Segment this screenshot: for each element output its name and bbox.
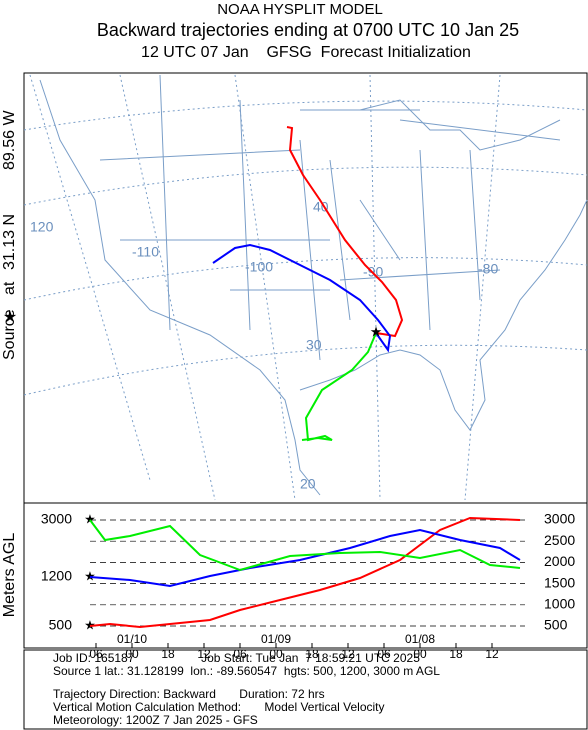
date-label: 01/09 bbox=[261, 632, 291, 646]
side-label: Source ★ at 31.13 N 89.56 W bbox=[1, 110, 18, 360]
height-frame bbox=[23, 502, 588, 649]
height-red bbox=[89, 516, 521, 629]
time-tick-label: 06 bbox=[377, 647, 391, 661]
time-tick-label: 12 bbox=[485, 647, 499, 661]
time-tick-label: 00 bbox=[269, 647, 283, 661]
info-box: Job ID: 165187 Job Start: Tue Jan 7 18:5… bbox=[53, 651, 440, 727]
info-frame bbox=[23, 649, 588, 730]
map-label: -100 bbox=[245, 259, 273, 275]
side-lat: 31.13 N bbox=[1, 214, 18, 270]
basemap bbox=[23, 74, 588, 501]
title: NOAA HYSPLIT MODEL bbox=[217, 1, 383, 18]
map-label: 20 bbox=[300, 476, 316, 492]
time-tick-label: 06 bbox=[233, 647, 247, 661]
time-tick-label: 18 bbox=[305, 647, 319, 661]
side-source: Source bbox=[1, 309, 18, 360]
info-line: Job ID: 165187 Job Start: Tue Jan 7 18:5… bbox=[53, 651, 420, 665]
date-label: 01/08 bbox=[405, 632, 435, 646]
side-at: at bbox=[1, 281, 18, 295]
map-label: -110 bbox=[132, 244, 159, 260]
right-tick-label: 2500 bbox=[544, 532, 575, 548]
map-label: -80 bbox=[478, 261, 498, 277]
subtitle: Backward trajectories ending at 0700 UTC… bbox=[97, 20, 519, 40]
info-line: Trajectory Direction: Backward Duration:… bbox=[53, 687, 325, 701]
map-labels: 120 -110 -100 40 -90 -80 30 20 bbox=[30, 199, 498, 492]
info-line: Source 1 lat.: 31.128199 lon.: -89.56054… bbox=[53, 664, 440, 678]
time-tick-label: 12 bbox=[341, 647, 355, 661]
time-tick-label: 00 bbox=[125, 647, 139, 661]
map-label: 120 bbox=[30, 219, 54, 235]
date-label: 01/10 bbox=[117, 632, 147, 646]
lon-lines bbox=[29, 74, 501, 501]
coastline bbox=[39, 79, 588, 496]
source-star: ★ bbox=[370, 324, 383, 340]
right-tick-label: 1500 bbox=[544, 574, 575, 590]
traj-red bbox=[286, 126, 404, 338]
time-tick-label: 18 bbox=[161, 647, 175, 661]
height-profiles bbox=[89, 516, 521, 629]
right-tick-label: 2000 bbox=[544, 553, 575, 569]
time-tick-label: 12 bbox=[197, 647, 211, 661]
info-line: Meteorology: 1200Z 7 Jan 2025 - GFS bbox=[53, 713, 258, 727]
map-frame bbox=[23, 72, 588, 504]
traj-green bbox=[301, 332, 377, 442]
great-lakes bbox=[359, 99, 561, 151]
map-label: 30 bbox=[306, 337, 322, 353]
height-green bbox=[89, 519, 521, 572]
source-star: ★ bbox=[84, 617, 96, 632]
side-lon: 89.56 W bbox=[1, 110, 18, 170]
trajectories: ★ bbox=[212, 126, 404, 442]
source-height: 1200 bbox=[41, 568, 72, 584]
height-axis-label: Meters AGL bbox=[1, 533, 18, 618]
time-tick-label: 06 bbox=[89, 647, 103, 661]
init-line: 12 UTC 07 Jan GFSG Forecast Initializati… bbox=[141, 44, 471, 61]
right-tick-label: 1000 bbox=[544, 596, 575, 612]
time-tick-label: 18 bbox=[449, 647, 463, 661]
right-tick-label: 3000 bbox=[544, 511, 575, 527]
source-star: ★ bbox=[84, 511, 96, 526]
map-label: 40 bbox=[313, 199, 329, 215]
star: ★ bbox=[3, 309, 17, 326]
source-height: 3000 bbox=[41, 511, 72, 527]
info-line: Vertical Motion Calculation Method: Mode… bbox=[53, 700, 385, 714]
source-star: ★ bbox=[84, 568, 96, 583]
right-tick-label: 500 bbox=[544, 617, 568, 633]
height-blue bbox=[89, 528, 521, 588]
source-height: 500 bbox=[49, 617, 73, 633]
traj-blue bbox=[212, 243, 392, 353]
time-tick-label: 00 bbox=[413, 647, 427, 661]
